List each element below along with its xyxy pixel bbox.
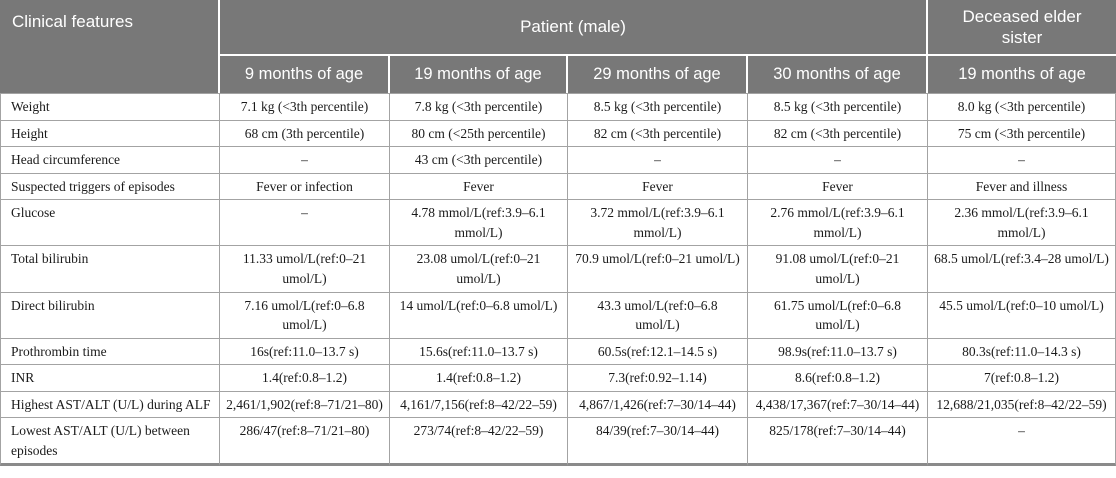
table-body: Weight 7.1 kg (<3th percentile) 7.8 kg (… (0, 93, 1116, 467)
value-cell: 61.75 umol/L(ref:0–6.8 umol/L) (748, 292, 929, 339)
table-row: Total bilirubin 11.33 umol/L(ref:0–21 um… (0, 246, 1116, 293)
feature-label: Suspected triggers of episodes (0, 173, 220, 201)
table-header: Clinical features Patient (male) Decease… (0, 0, 1116, 93)
value-cell: – (928, 147, 1116, 174)
value-cell: 60.5s(ref:12.1–14.5 s) (568, 338, 748, 366)
value-cell: 3.72 mmol/L(ref:3.9–6.1 mmol/L) (568, 200, 748, 247)
age-header-19-months: 19 months of age (390, 56, 568, 93)
table-row: Suspected triggers of episodes Fever or … (0, 173, 1116, 201)
value-cell: 80 cm (<25th percentile) (390, 120, 568, 148)
table-row: Lowest AST/ALT (U/L) between episodes 28… (0, 418, 1116, 467)
feature-label: Total bilirubin (0, 246, 220, 293)
value-cell: – (568, 147, 748, 174)
table-row: Direct bilirubin 7.16 umol/L(ref:0–6.8 u… (0, 292, 1116, 339)
value-cell: 82 cm (<3th percentile) (568, 120, 748, 148)
value-cell: – (928, 418, 1116, 467)
table-row: Highest AST/ALT (U/L) during ALF 2,461/1… (0, 391, 1116, 419)
value-cell: 7.8 kg (<3th percentile) (390, 93, 568, 121)
group-header-row: Clinical features Patient (male) Decease… (0, 0, 1116, 93)
clinical-features-table: Clinical features Patient (male) Decease… (0, 0, 1116, 467)
value-cell: 8.6(ref:0.8–1.2) (748, 365, 929, 392)
age-header-sister-19-months: 19 months of age (928, 56, 1116, 93)
value-cell: – (220, 147, 390, 174)
value-cell: Fever (390, 173, 568, 201)
value-cell: 2.36 mmol/L(ref:3.9–6.1 mmol/L) (928, 200, 1116, 247)
value-cell: 286/47(ref:8–71/21–80) (220, 418, 390, 467)
value-cell: 15.6s(ref:11.0–13.7 s) (390, 338, 568, 366)
value-cell: 2.76 mmol/L(ref:3.9–6.1 mmol/L) (748, 200, 929, 247)
value-cell: Fever or infection (220, 173, 390, 201)
value-cell: Fever (748, 173, 929, 201)
age-header-30-months: 30 months of age (748, 56, 929, 93)
value-cell: Fever and illness (928, 173, 1116, 201)
value-cell: 14 umol/L(ref:0–6.8 umol/L) (390, 292, 568, 339)
value-cell: 91.08 umol/L(ref:0–21 umol/L) (748, 246, 929, 293)
value-cell: 82 cm (<3th percentile) (748, 120, 929, 148)
value-cell: 12,688/21,035(ref:8–42/22–59) (928, 391, 1116, 419)
value-cell: – (220, 200, 390, 247)
table-row: Height 68 cm (3th percentile) 80 cm (<25… (0, 120, 1116, 148)
value-cell: 75 cm (<3th percentile) (928, 120, 1116, 148)
table-row: Weight 7.1 kg (<3th percentile) 7.8 kg (… (0, 93, 1116, 121)
feature-label: Glucose (0, 200, 220, 247)
value-cell: 43.3 umol/L(ref:0–6.8 umol/L) (568, 292, 748, 339)
corner-header-clinical-features: Clinical features (0, 0, 220, 93)
value-cell: 825/178(ref:7–30/14–44) (748, 418, 929, 467)
value-cell: 4,867/1,426(ref:7–30/14–44) (568, 391, 748, 419)
table-row: INR 1.4(ref:0.8–1.2) 1.4(ref:0.8–1.2) 7.… (0, 365, 1116, 392)
value-cell: 98.9s(ref:11.0–13.7 s) (748, 338, 929, 366)
value-cell: 273/74(ref:8–42/22–59) (390, 418, 568, 467)
feature-label: Head circumference (0, 147, 220, 174)
value-cell: 7.1 kg (<3th percentile) (220, 93, 390, 121)
feature-label: Highest AST/ALT (U/L) during ALF (0, 391, 220, 419)
value-cell: 68.5 umol/L(ref:3.4–28 umol/L) (928, 246, 1116, 293)
value-cell: 23.08 umol/L(ref:0–21 umol/L) (390, 246, 568, 293)
feature-label: INR (0, 365, 220, 392)
value-cell: 2,461/1,902(ref:8–71/21–80) (220, 391, 390, 419)
value-cell: 8.5 kg (<3th percentile) (568, 93, 748, 121)
age-header-row: 9 months of age 19 months of age 29 mont… (0, 56, 1116, 93)
table-row: Glucose – 4.78 mmol/L(ref:3.9–6.1 mmol/L… (0, 200, 1116, 247)
value-cell: 43 cm (<3th percentile) (390, 147, 568, 174)
group-header-patient: Patient (male) (220, 0, 929, 56)
value-cell: 68 cm (3th percentile) (220, 120, 390, 148)
feature-label: Height (0, 120, 220, 148)
value-cell: 7.16 umol/L(ref:0–6.8 umol/L) (220, 292, 390, 339)
value-cell: 16s(ref:11.0–13.7 s) (220, 338, 390, 366)
value-cell: Fever (568, 173, 748, 201)
value-cell: 1.4(ref:0.8–1.2) (390, 365, 568, 392)
feature-label: Weight (0, 93, 220, 121)
value-cell: 4,438/17,367(ref:7–30/14–44) (748, 391, 929, 419)
value-cell: 7(ref:0.8–1.2) (928, 365, 1116, 392)
age-header-29-months: 29 months of age (568, 56, 748, 93)
value-cell: 4.78 mmol/L(ref:3.9–6.1 mmol/L) (390, 200, 568, 247)
value-cell: 1.4(ref:0.8–1.2) (220, 365, 390, 392)
feature-label: Direct bilirubin (0, 292, 220, 339)
feature-label: Lowest AST/ALT (U/L) between episodes (0, 418, 220, 467)
table-row: Prothrombin time 16s(ref:11.0–13.7 s) 15… (0, 338, 1116, 366)
value-cell: – (748, 147, 929, 174)
value-cell: 7.3(ref:0.92–1.14) (568, 365, 748, 392)
value-cell: 84/39(ref:7–30/14–44) (568, 418, 748, 467)
value-cell: 11.33 umol/L(ref:0–21 umol/L) (220, 246, 390, 293)
feature-label: Prothrombin time (0, 338, 220, 366)
value-cell: 80.3s(ref:11.0–14.3 s) (928, 338, 1116, 366)
value-cell: 45.5 umol/L(ref:0–10 umol/L) (928, 292, 1116, 339)
value-cell: 8.5 kg (<3th percentile) (748, 93, 929, 121)
value-cell: 8.0 kg (<3th percentile) (928, 93, 1116, 121)
age-header-9-months: 9 months of age (220, 56, 390, 93)
value-cell: 4,161/7,156(ref:8–42/22–59) (390, 391, 568, 419)
table-row: Head circumference – 43 cm (<3th percent… (0, 147, 1116, 174)
value-cell: 70.9 umol/L(ref:0–21 umol/L) (568, 246, 748, 293)
group-header-deceased-sister: Deceased elder sister (928, 0, 1116, 56)
